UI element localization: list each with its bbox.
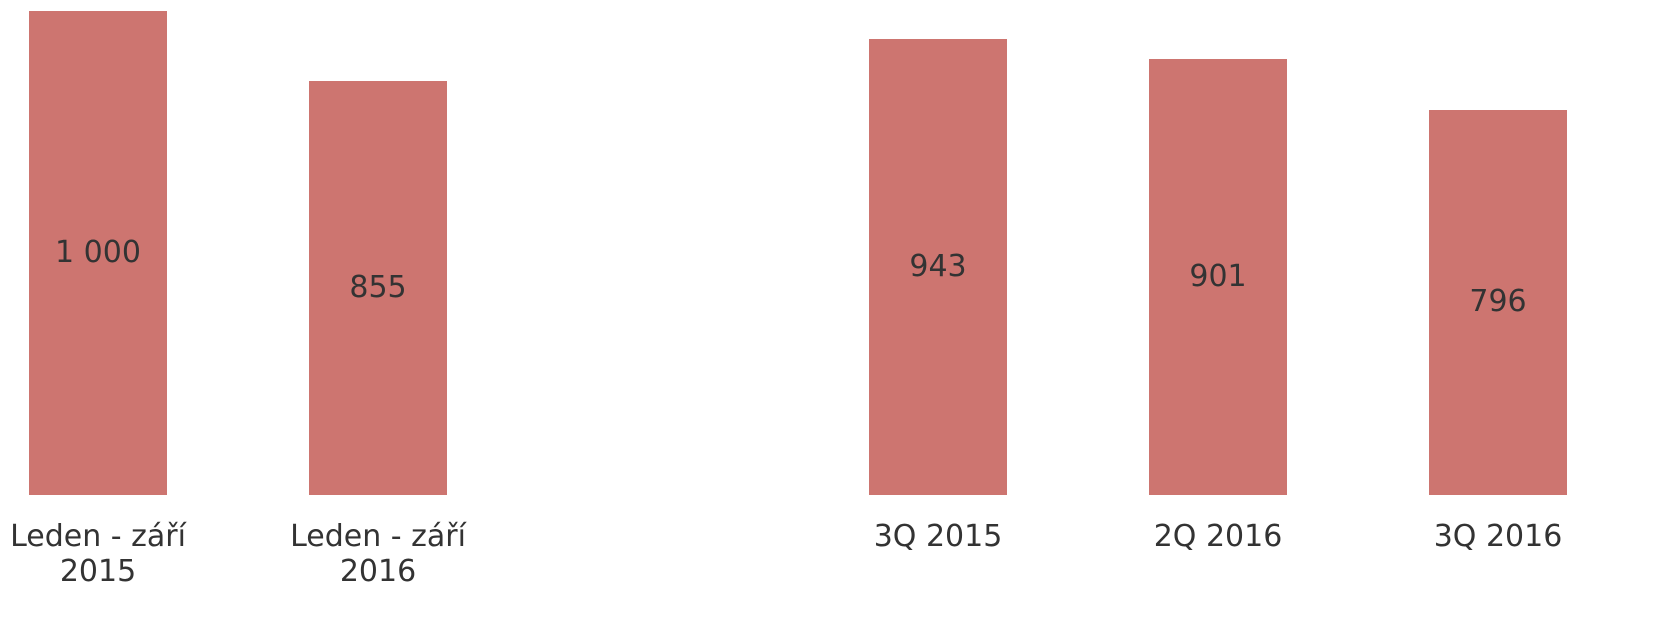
value-label: 901 <box>1189 258 1247 294</box>
x-tick-label: Leden - září 2015 <box>10 519 186 589</box>
bar <box>869 38 1007 495</box>
value-label: 796 <box>1469 284 1527 320</box>
bar <box>309 81 447 495</box>
x-tick-label: 3Q 2015 <box>873 519 1003 554</box>
value-label: 855 <box>349 270 407 306</box>
x-tick-label: Leden - září 2016 <box>290 519 466 589</box>
value-label: 943 <box>909 248 967 284</box>
bar <box>1149 58 1287 495</box>
x-tick-label: 2Q 2016 <box>1153 519 1283 554</box>
bar <box>1429 109 1567 495</box>
x-tick-label: 3Q 2016 <box>1433 519 1563 554</box>
bar <box>29 11 167 495</box>
value-label: 1 000 <box>55 235 141 270</box>
